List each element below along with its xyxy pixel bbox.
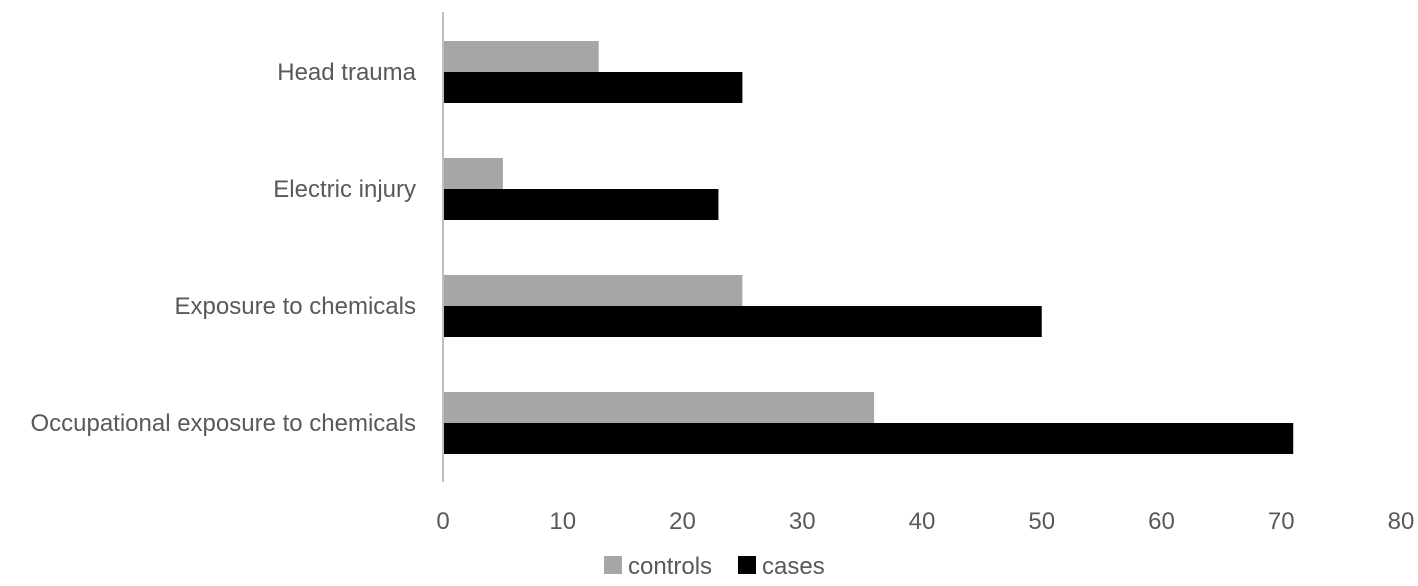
x-tick-label: 50: [1028, 508, 1055, 535]
category-label: Occupational exposure to chemicals: [30, 410, 416, 437]
category-labels: Head trauma Electric injury Exposure to ch…: [30, 59, 416, 437]
category-label: Exposure to chemicals: [175, 293, 416, 320]
x-tick-label: 20: [669, 508, 696, 535]
bars-group: [444, 41, 1294, 454]
x-tick-label: 0: [436, 508, 449, 535]
category-label: Head trauma: [277, 59, 416, 86]
bar-controls-head-trauma: [444, 41, 599, 72]
legend-swatch-controls: [604, 556, 622, 574]
bar-cases-head-trauma: [444, 72, 743, 103]
x-tick-label: 10: [549, 508, 576, 535]
legend-label-cases: cases: [762, 553, 825, 580]
x-tick-label: 40: [909, 508, 936, 535]
legend-swatch-cases: [738, 556, 756, 574]
bar-cases-exposure-to-chemicals: [444, 306, 1042, 337]
x-tick-label: 30: [789, 508, 816, 535]
bar-controls-exposure-to-chemicals: [444, 275, 743, 306]
legend: controls cases: [604, 553, 825, 580]
x-tick-labels: 0 10 20 30 40 50 60 70 80: [436, 508, 1414, 535]
bar-cases-occupational-exposure-to-chemicals: [444, 423, 1294, 454]
legend-label-controls: controls: [628, 553, 712, 580]
bar-cases-electric-injury: [444, 189, 719, 220]
x-tick-label: 70: [1268, 508, 1295, 535]
x-tick-label: 80: [1388, 508, 1415, 535]
bar-controls-electric-injury: [444, 158, 503, 189]
x-tick-label: 60: [1148, 508, 1175, 535]
bar-controls-occupational-exposure-to-chemicals: [444, 392, 875, 423]
category-label: Electric injury: [273, 176, 416, 203]
